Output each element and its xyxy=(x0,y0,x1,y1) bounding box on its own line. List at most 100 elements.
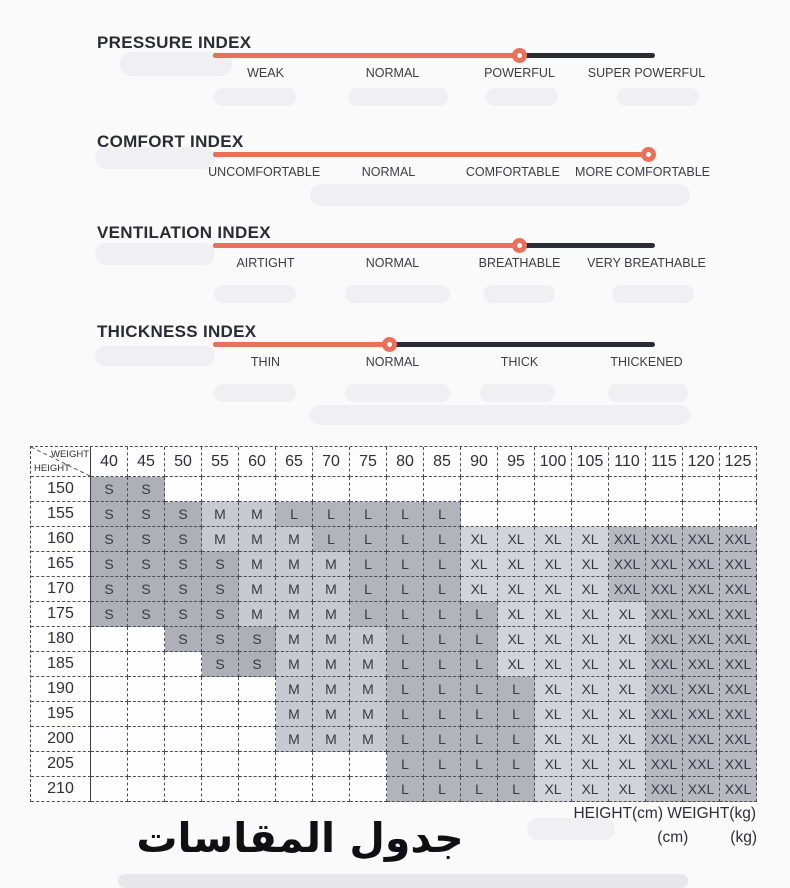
size-cell: S xyxy=(202,602,239,627)
size-cell: XL xyxy=(461,552,498,577)
size-cell: L xyxy=(461,627,498,652)
height-header-cell: 180 xyxy=(31,627,91,652)
size-cell xyxy=(91,652,128,677)
size-cell xyxy=(128,677,165,702)
unit-cm-label: (cm) xyxy=(657,829,689,846)
size-cell: M xyxy=(276,602,313,627)
weight-header-cell: 110 xyxy=(609,447,646,477)
size-cell: S xyxy=(91,502,128,527)
size-cell: M xyxy=(276,627,313,652)
size-cell: L xyxy=(424,577,461,602)
watermark-blob xyxy=(214,384,296,402)
size-cell: XXL xyxy=(646,552,683,577)
size-cell: L xyxy=(424,727,461,752)
size-cell: M xyxy=(276,727,313,752)
ventilation-scale-labels: AIRTIGHT NORMAL BREATHABLE VERY BREATHAB… xyxy=(202,256,710,270)
size-cell: L xyxy=(350,602,387,627)
scale-label: UNCOMFORTABLE xyxy=(208,165,321,179)
size-cell xyxy=(239,702,276,727)
slider-dot-icon[interactable] xyxy=(512,48,528,63)
size-cell xyxy=(239,752,276,777)
size-cell: XL xyxy=(572,652,609,677)
size-cell: L xyxy=(387,577,424,602)
size-cell: XL xyxy=(572,577,609,602)
weight-header-cell: 70 xyxy=(313,447,350,477)
size-cell xyxy=(239,777,276,802)
size-cell: L xyxy=(424,677,461,702)
weight-header-cell: 60 xyxy=(239,447,276,477)
size-cell: L xyxy=(313,527,350,552)
size-cell xyxy=(128,752,165,777)
size-cell: M xyxy=(313,702,350,727)
thickness-index-title: THICKNESS INDEX xyxy=(97,322,257,341)
size-cell: M xyxy=(239,502,276,527)
ventilation-index-title: VENTILATION INDEX xyxy=(97,223,271,242)
size-cell: M xyxy=(313,627,350,652)
size-cell xyxy=(128,702,165,727)
size-cell: XXL xyxy=(720,627,757,652)
size-cell: M xyxy=(276,552,313,577)
size-cell xyxy=(461,477,498,502)
size-cell: M xyxy=(276,652,313,677)
scale-label: POWERFUL xyxy=(484,66,555,80)
weight-header-cell: 90 xyxy=(461,447,498,477)
size-cell: XXL xyxy=(720,702,757,727)
size-cell xyxy=(461,502,498,527)
size-cell xyxy=(683,502,720,527)
size-cell: M xyxy=(276,527,313,552)
size-cell xyxy=(498,502,535,527)
slider-dot-icon[interactable] xyxy=(381,337,397,352)
slider-fill xyxy=(213,152,649,157)
size-cell: L xyxy=(424,702,461,727)
size-cell xyxy=(128,727,165,752)
size-cell: XXL xyxy=(683,552,720,577)
weight-header-cell: 120 xyxy=(683,447,720,477)
size-cell xyxy=(91,727,128,752)
size-cell: L xyxy=(461,677,498,702)
size-cell xyxy=(572,477,609,502)
watermark-blob xyxy=(310,184,690,206)
size-cell: XL xyxy=(535,727,572,752)
watermark-blob xyxy=(527,818,615,840)
weight-header-cell: 65 xyxy=(276,447,313,477)
thickness-index-slider xyxy=(213,337,655,352)
thickness-index-section: THICKNESS INDEX THIN NORMAL THICK THICKE… xyxy=(0,322,790,382)
size-cell: XL xyxy=(535,677,572,702)
watermark-blob xyxy=(95,147,215,169)
size-cell: L xyxy=(424,602,461,627)
size-cell: L xyxy=(498,702,535,727)
size-cell xyxy=(350,477,387,502)
size-cell: XXL xyxy=(683,702,720,727)
size-cell: XL xyxy=(572,752,609,777)
size-cell: S xyxy=(165,552,202,577)
size-cell: XL xyxy=(535,627,572,652)
size-cell: XXL xyxy=(646,702,683,727)
size-cell: L xyxy=(276,502,313,527)
size-cell: L xyxy=(387,627,424,652)
slider-dot-icon[interactable] xyxy=(512,238,528,253)
scale-label: NORMAL xyxy=(365,355,420,369)
slider-dot-icon[interactable] xyxy=(640,147,656,162)
size-cell: S xyxy=(165,627,202,652)
comfort-scale-labels: UNCOMFORTABLE NORMAL COMFORTABLE MORE CO… xyxy=(202,165,710,179)
slider-fill xyxy=(213,243,521,248)
size-cell: XL xyxy=(609,627,646,652)
size-cell: XXL xyxy=(646,727,683,752)
size-cell: M xyxy=(313,552,350,577)
height-header-cell: 210 xyxy=(31,777,91,802)
size-cell xyxy=(720,502,757,527)
size-cell: XXL xyxy=(720,552,757,577)
scale-label: WEAK xyxy=(247,66,284,80)
height-header-cell: 150 xyxy=(31,477,91,502)
size-cell: L xyxy=(461,602,498,627)
size-cell: XXL xyxy=(646,752,683,777)
pressure-index-section: PRESSURE INDEX WEAK NORMAL POWERFUL SUPE… xyxy=(0,33,790,93)
size-cell: L xyxy=(424,552,461,577)
size-cell xyxy=(202,727,239,752)
size-cell xyxy=(350,752,387,777)
size-cell: L xyxy=(387,777,424,802)
size-cell xyxy=(128,627,165,652)
size-cell: XXL xyxy=(646,777,683,802)
watermark-blob xyxy=(214,88,296,106)
size-cell: XL xyxy=(535,652,572,677)
